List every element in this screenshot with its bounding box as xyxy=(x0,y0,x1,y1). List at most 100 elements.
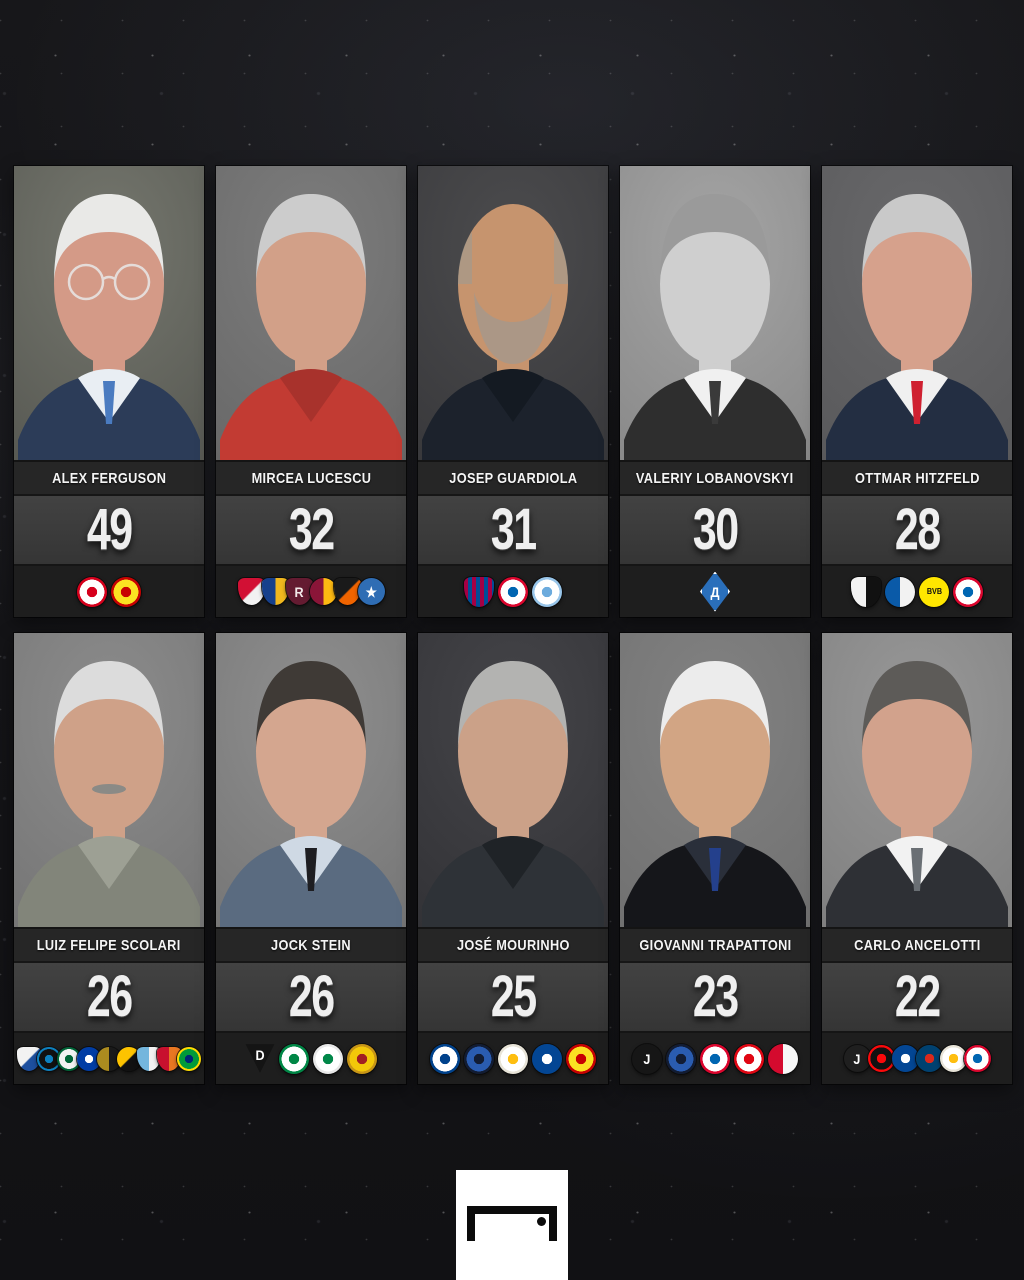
badge-scotland xyxy=(347,1043,377,1074)
person-silhouette xyxy=(826,194,1008,460)
trophy-count-panel: 30 xyxy=(620,496,810,564)
badge-shakhtar-donetsk xyxy=(333,578,361,605)
trophy-count: 26 xyxy=(288,964,335,1029)
manager-name-bar: LUIZ FELIPE SCOLARI xyxy=(14,927,204,963)
manager-photo xyxy=(216,166,406,460)
badge-bayern-m-nchen xyxy=(953,576,983,607)
badge-brazil xyxy=(177,1046,201,1071)
manager-name-label: CARLO ANCELOTTI xyxy=(853,936,981,954)
manager-name-label: GIOVANNI TRAPATTONI xyxy=(638,936,792,954)
club-badges-strip: R ★ xyxy=(216,564,406,617)
manager-photo xyxy=(14,633,204,927)
trophy-count-panel: 23 xyxy=(620,963,810,1031)
club-badges-strip: BVB xyxy=(822,564,1012,617)
trophy-count: 25 xyxy=(490,964,537,1029)
trophy-count-panel: 22 xyxy=(822,963,1012,1031)
manager-name-bar: JOSEP GUARDIOLA xyxy=(418,460,608,496)
club-badges-strip xyxy=(14,1031,204,1084)
trophy-count: 23 xyxy=(692,964,739,1029)
trophy-count: 49 xyxy=(86,497,133,562)
manager-photo xyxy=(14,166,204,460)
manager-name-bar: VALERIY LOBANOVSKYI xyxy=(620,460,810,496)
badge-red-bull-salzburg xyxy=(768,1043,798,1074)
person-silhouette xyxy=(422,661,604,927)
manager-photo xyxy=(216,633,406,927)
badge-chelsea xyxy=(532,1043,562,1074)
goal-net-icon xyxy=(456,1170,568,1280)
manager-photo xyxy=(620,633,810,927)
badge-manchester-city xyxy=(532,576,562,607)
trophy-count-panel: 49 xyxy=(14,496,204,564)
manager-name-label: ALEX FERGUSON xyxy=(51,469,167,487)
badge-dunfermline-athletic: D xyxy=(245,1044,275,1073)
badge-paris-saint-germain xyxy=(915,1045,943,1072)
club-badges-strip xyxy=(418,1031,608,1084)
badge-fc-porto xyxy=(430,1043,460,1074)
manager-card: OTTMAR HITZFELD 28 BVB xyxy=(822,166,1012,617)
goal-right-post xyxy=(549,1206,557,1241)
person-silhouette xyxy=(18,661,200,927)
manager-card: JOSEP GUARDIOLA 31 xyxy=(418,166,608,617)
manager-card: LUIZ FELIPE SCOLARI 26 xyxy=(14,633,204,1084)
manager-card: MIRCEA LUCESCU 32 R ★ xyxy=(216,166,406,617)
person-silhouette xyxy=(624,194,806,460)
manager-name-bar: MIRCEA LUCESCU xyxy=(216,460,406,496)
manager-photo xyxy=(822,166,1012,460)
manager-name-label: MIRCEA LUCESCU xyxy=(251,469,371,487)
badge-rapid-bucuresti: R xyxy=(285,578,313,605)
trophy-count: 32 xyxy=(288,497,335,562)
trophy-count: 28 xyxy=(894,497,941,562)
manager-name-label: OTTMAR HITZFELD xyxy=(854,469,980,487)
manager-name-label: JOCK STEIN xyxy=(271,936,351,954)
badge-real-madrid xyxy=(939,1045,967,1072)
badge-celtic xyxy=(313,1043,343,1074)
manager-card: VALERIY LOBANOVSKYI 30 Д xyxy=(620,166,810,617)
manager-card: CARLO ANCELOTTI 22 J xyxy=(822,633,1012,1084)
trophy-count-panel: 26 xyxy=(14,963,204,1031)
badge-bayern-m-nchen xyxy=(498,576,528,607)
trophy-count-panel: 32 xyxy=(216,496,406,564)
trophy-count: 22 xyxy=(894,964,941,1029)
manager-name-label: VALERIY LOBANOVSKYI xyxy=(636,469,794,487)
club-badges-strip: J xyxy=(620,1031,810,1084)
badge-manchester-united xyxy=(566,1043,596,1074)
person-silhouette xyxy=(826,661,1008,927)
badge-inter xyxy=(666,1043,696,1074)
badge-hibernian xyxy=(279,1043,309,1074)
goal-ball xyxy=(537,1217,546,1226)
trophy-count: 31 xyxy=(490,497,537,562)
person-silhouette xyxy=(220,194,402,460)
badge-ac-milan xyxy=(867,1045,895,1072)
manager-name-bar: ALEX FERGUSON xyxy=(14,460,204,496)
manager-name-bar: JOCK STEIN xyxy=(216,927,406,963)
badge-fc-barcelona xyxy=(464,576,494,607)
person-silhouette xyxy=(220,661,402,927)
badge-galatasaray xyxy=(309,578,337,605)
badge-inter xyxy=(464,1043,494,1074)
manager-card: JOCK STEIN 26 D xyxy=(216,633,406,1084)
badge-benfica xyxy=(734,1043,764,1074)
club-badges-strip xyxy=(14,564,204,617)
manager-name-bar: OTTMAR HITZFELD xyxy=(822,460,1012,496)
manager-photo xyxy=(418,633,608,927)
trophy-count: 30 xyxy=(692,497,739,562)
trophy-count: 26 xyxy=(86,964,133,1029)
manager-photo xyxy=(418,166,608,460)
trophy-count-panel: 25 xyxy=(418,963,608,1031)
person-silhouette xyxy=(422,204,604,460)
badge-bayern-m-nchen xyxy=(963,1045,991,1072)
manager-name-label: LUIZ FELIPE SCOLARI xyxy=(37,936,181,954)
badge-real-madrid xyxy=(498,1043,528,1074)
badge-brescia xyxy=(261,578,289,605)
manager-card: JOSÉ MOURINHO 25 xyxy=(418,633,608,1084)
person-silhouette xyxy=(18,194,200,460)
goal-crossbar xyxy=(467,1206,557,1214)
trophy-count-panel: 26 xyxy=(216,963,406,1031)
manager-name-bar: JOSÉ MOURINHO xyxy=(418,927,608,963)
badge-zenit: ★ xyxy=(357,578,385,605)
manager-name-bar: CARLO ANCELOTTI xyxy=(822,927,1012,963)
badge-grasshopper-z-rich xyxy=(885,576,915,607)
badge-juventus: J xyxy=(843,1045,871,1072)
badge-fc-aarau xyxy=(851,576,881,607)
badge-aberdeen xyxy=(77,576,107,607)
